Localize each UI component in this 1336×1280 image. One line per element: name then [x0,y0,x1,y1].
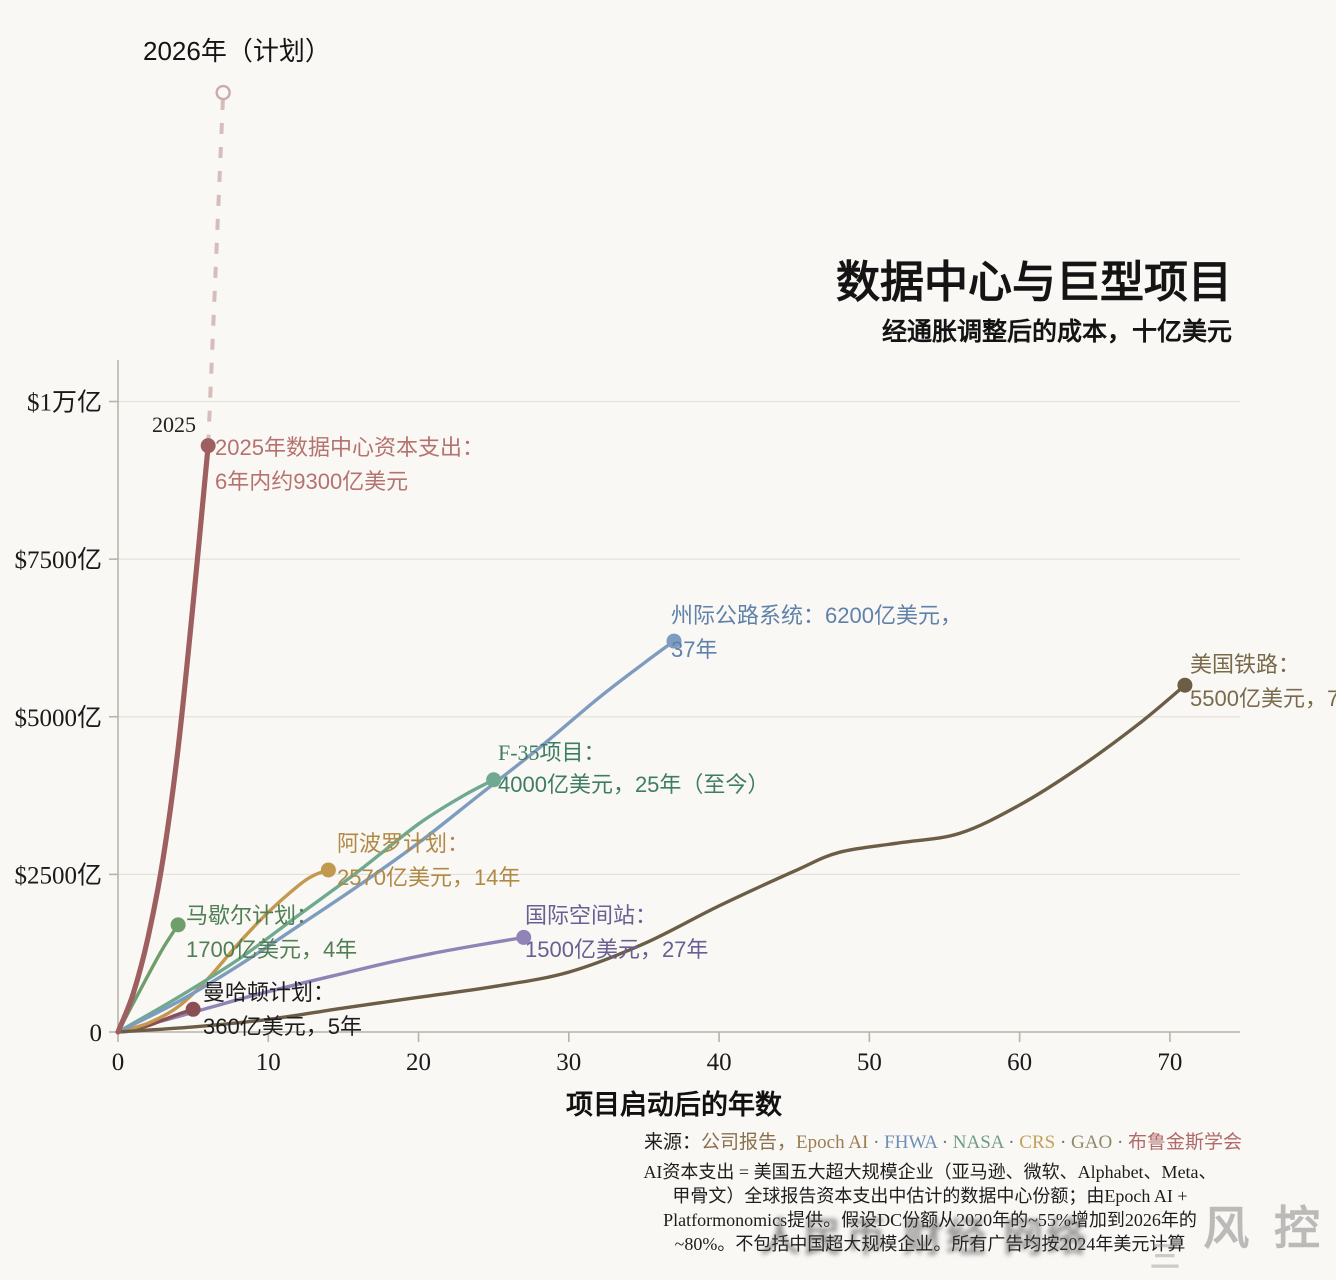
annotation-label: 阿波罗计划： [337,831,469,856]
annotation-label: 曼哈顿计划： [203,980,335,1005]
annotation-label-line2: 1500亿美元，27年 [525,937,708,962]
x-axis-tick-label: 30 [556,1049,581,1076]
projection-endpoint-marker [215,84,231,101]
endpoint-marker-阿波罗计划 [320,862,336,878]
source-item-5: NASA [953,1132,1005,1153]
x-axis-tick-label: 40 [707,1049,732,1076]
annotation-label: 美国铁路： [1190,652,1300,677]
annotation-label: 马歇尔计划： [186,903,318,928]
page-subtitle: 经通胀调整后的成本，十亿美元 [882,317,1232,346]
x-axis-title: 项目启动后的年数 [566,1089,783,1120]
page-title: 数据中心与巨型项目 [836,258,1232,307]
y-axis-tick-label: $7500亿 [14,546,102,574]
source-line: 来源：公司报告，Epoch AI · FHWA · NASA · CRS · G… [644,1131,1242,1153]
source-item-7: CRS [1019,1132,1055,1153]
footnote-line-1: 甲骨文）全球报告资本支出中估计的数据中心份额；由Epoch AI + [672,1186,1187,1206]
annotation-label: 州际公路系统：6200亿美元， [671,603,962,628]
source-item-6: · [1003,1132,1019,1153]
x-axis-tick-label: 70 [1157,1049,1182,1076]
x-axis-tick-label: 0 [112,1049,125,1076]
source-item-10: · [1112,1132,1128,1153]
y-axis-tick-label: $1万亿 [27,389,102,417]
series-line-阿波罗计划 [116,868,331,1034]
series-line-美国铁路 [116,683,1187,1034]
source-item-8: · [1055,1132,1071,1153]
endpoint-marker-曼哈顿计划 [185,1001,201,1017]
source-prefix: 来源： [644,1131,701,1153]
endpoint-marker-州际公路系统 [666,633,682,649]
y-axis-tick-label: $2500亿 [14,861,102,889]
plan-2026-label: 2026年（计划） [143,36,331,66]
y-axis-tick-label: 0 [90,1020,103,1047]
y-axis-tick-label: $5000亿 [14,704,102,732]
source-item-2: · [868,1132,884,1153]
annotation-label: 国际空间站： [525,903,657,928]
x-axis-tick-label: 10 [256,1049,281,1076]
annotation-label: F-35项目： [498,740,606,765]
x-axis-tick-label: 50 [857,1049,882,1076]
source-item-4: · [937,1132,953,1153]
endpoint-marker-数据中心资本支出 [200,438,216,454]
annotation-label-line2: 2570亿美元，14年 [337,865,520,890]
annotation-label-line2: 6年内约9300亿美元 [215,469,408,494]
annotation-label-line2: 37年 [671,637,717,662]
source-item-9: GAO [1071,1132,1112,1153]
source-item-3: FHWA [884,1132,938,1153]
series-line-数据中心资本支出 [115,443,211,1035]
series-line-F-35项目 [116,778,496,1034]
annotation-label-line2: 5500亿美元，71年 [1190,686,1336,711]
source-item-0: 公司报告， [701,1131,796,1153]
source-item-1: Epoch AI [796,1132,868,1153]
annotation-label-line2: 1700亿美元，4年 [186,937,357,962]
x-axis-tick-label: 20 [406,1049,431,1076]
annotation-label-line2: 360亿美元，5年 [203,1014,362,1039]
footnote-line-2: Platformonomics提供。假设DC份额从2020年的~55%增加到20… [663,1210,1197,1230]
endpoint-marker-F-35项目 [486,772,502,788]
series-line-国际空间站 [116,935,526,1034]
source-item-11: 布鲁金斯学会 [1128,1131,1242,1153]
series-line-州际公路系统 [116,639,676,1034]
footnote-line-3: ~80%。不包括中国超大规模企业。所有广告均按2024年美元计算 [675,1234,1186,1254]
projection-dashed-line [206,92,226,446]
endpoint-marker-马歇尔计划 [170,917,186,933]
x-axis-tick-label: 60 [1007,1049,1032,1076]
endpoint-marker-国际空间站 [516,929,532,945]
year-2025-label: 2025 [152,412,196,437]
annotation-label-line2: 4000亿美元，25年（至今） [498,772,769,797]
footnote-line-0: AI资本支出 = 美国五大超大规模企业（亚马逊、微软、Alphabet、Meta… [643,1162,1216,1182]
annotation-label: 2025年数据中心资本支出： [215,435,484,460]
endpoint-marker-美国铁路 [1177,677,1193,693]
